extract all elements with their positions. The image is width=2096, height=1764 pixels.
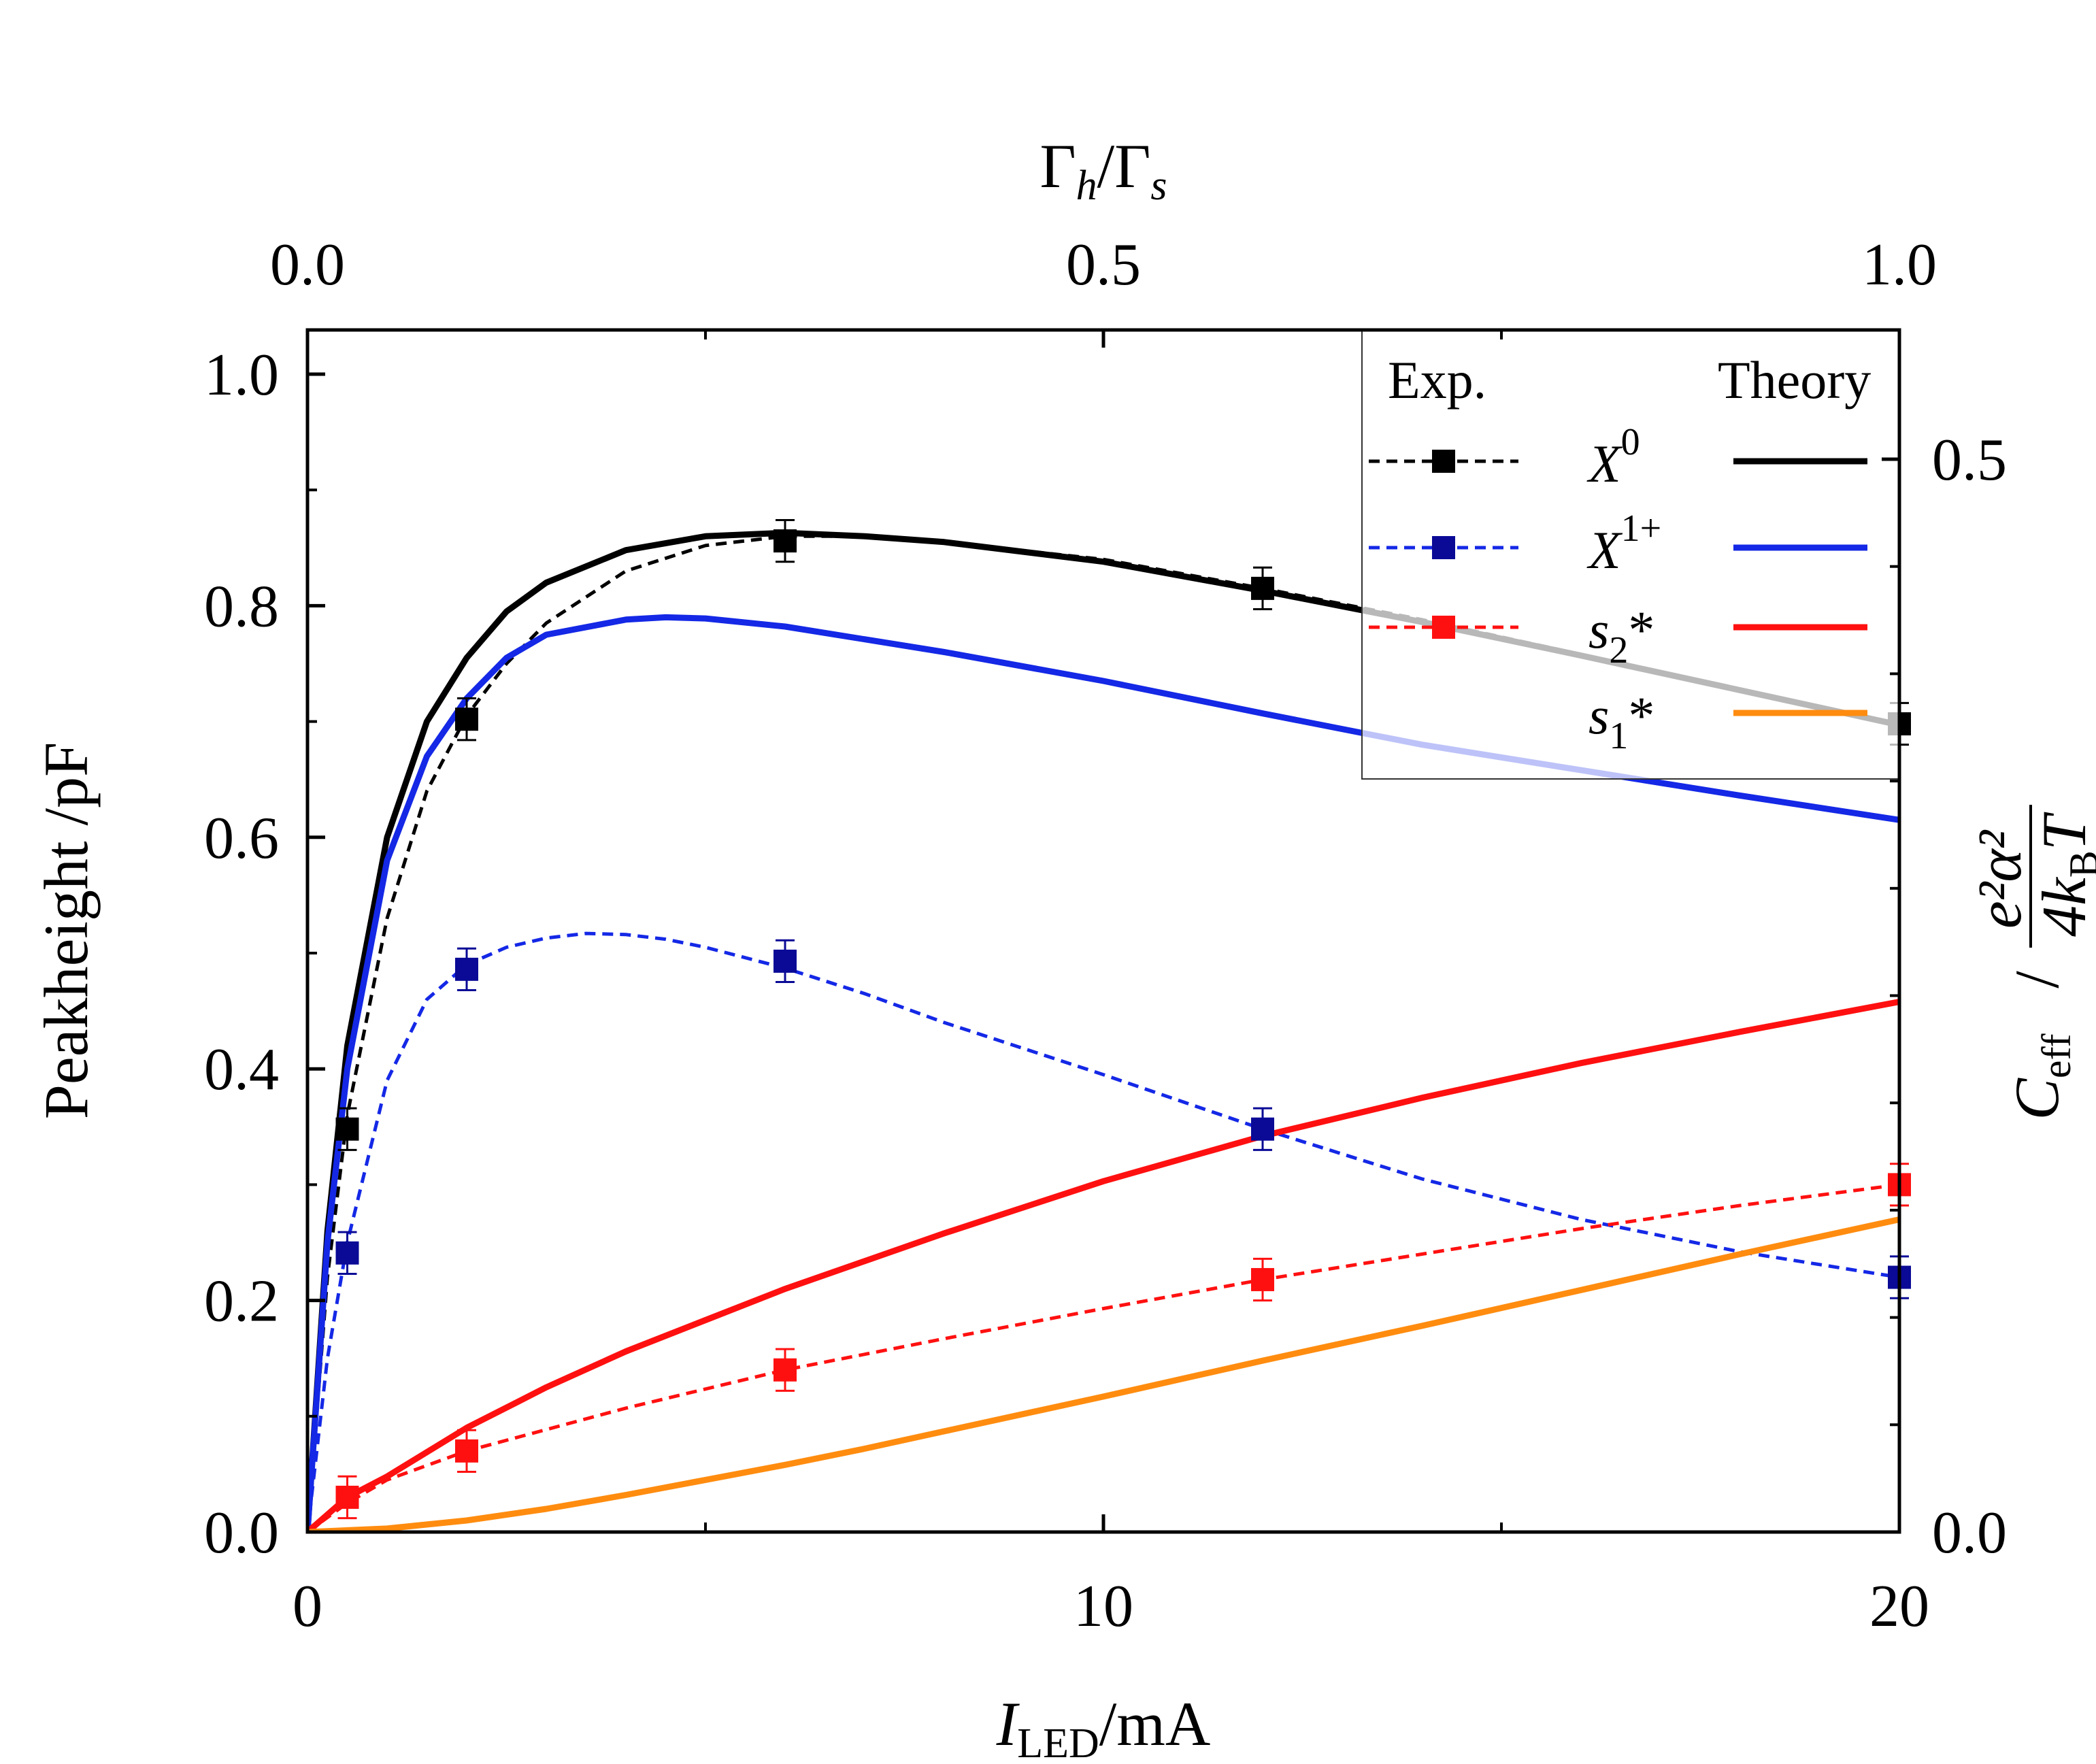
marker-square <box>335 1485 359 1509</box>
top-title-sub-h: h <box>1076 163 1097 209</box>
legend-exp-marker <box>1432 616 1455 639</box>
data-point-s2 <box>455 1429 478 1473</box>
data-point-x1 <box>1251 1107 1274 1151</box>
right-title-den-a: 4k <box>2029 876 2096 937</box>
x-axis-title-unit: /mA <box>1099 1689 1211 1759</box>
legend-label: X0 <box>1586 421 1640 493</box>
data-point-x0 <box>1251 566 1274 611</box>
marker-square <box>773 949 797 973</box>
exp-line-s2 <box>307 1182 1899 1532</box>
data-lines <box>307 529 1899 1532</box>
data-point-x1 <box>773 939 797 984</box>
top-title-gamma-h: Γ <box>1039 131 1076 201</box>
right-title-c-sub: eff <box>2034 1034 2079 1079</box>
legend-label-suffix: * <box>1628 686 1654 745</box>
legend-exp-marker <box>1432 536 1455 559</box>
data-point-x1 <box>335 1231 359 1275</box>
legend-label-sup: 0 <box>1621 421 1640 463</box>
data-point-x0 <box>773 518 797 563</box>
right-y-tick-label: 0.0 <box>1932 1500 2007 1566</box>
top-x-tick-label: 0.0 <box>270 232 345 298</box>
data-point-x0 <box>455 697 478 742</box>
legend-label-base: s <box>1588 686 1609 745</box>
x-tick-label: 10 <box>1074 1574 1133 1640</box>
top-title-sub-s: s <box>1150 163 1167 209</box>
legend-exp-marker <box>1432 450 1455 473</box>
right-title-den-b: T <box>2029 812 2096 850</box>
right-title-numerator: e²α² <box>1965 829 2034 929</box>
theory-line-s2 <box>307 999 1899 1532</box>
legend-label: s2* <box>1588 600 1654 671</box>
marker-square <box>455 957 478 981</box>
right-title-c: Ceff <box>2002 1034 2079 1120</box>
legend-item-x0: X0 <box>1369 421 1867 493</box>
marker-square <box>1251 576 1274 600</box>
right-y-tick-label: 0.5 <box>1932 427 2007 493</box>
top-title-slash: / <box>1097 131 1115 201</box>
marker-square <box>335 1241 359 1265</box>
data-point-s2 <box>773 1348 797 1392</box>
legend-label-sub: 1 <box>1609 715 1628 757</box>
y-tick-label: 0.6 <box>204 805 279 871</box>
y-axis-title: Peakheight /pF <box>31 742 101 1120</box>
legend-label-sup: 1+ <box>1621 507 1662 550</box>
y-tick-label: 0.4 <box>204 1037 279 1103</box>
top-x-axis-title: Γh/Γs <box>1039 131 1167 209</box>
y-tick-label: 0.2 <box>204 1269 279 1335</box>
marker-square <box>1251 1117 1274 1141</box>
top-x-tick-label: 0.5 <box>1066 232 1141 298</box>
y-tick-label: 0.0 <box>204 1500 279 1566</box>
legend-label-sub: 2 <box>1609 629 1628 671</box>
marker-square <box>1251 1267 1274 1291</box>
marker-square <box>455 708 478 731</box>
legend-label: s1* <box>1588 686 1654 757</box>
legend-label-base: X <box>1586 434 1623 493</box>
theory-line-s1 <box>307 1216 1899 1532</box>
right-title-denominator: 4kBT <box>2029 812 2096 937</box>
y-tick-label: 0.8 <box>204 573 279 639</box>
legend-header-exp: Exp. <box>1388 350 1486 410</box>
data-point-x0 <box>335 1107 359 1151</box>
data-point-s2 <box>1251 1257 1274 1302</box>
legend-item-s1: s1* <box>1588 686 1867 757</box>
axes: 0 10 200.0 0.5 1.00.00.20.40.60.81.00.00.5IL… <box>31 131 2096 1764</box>
x-axis-title: ILED/mA <box>996 1689 1211 1764</box>
marker-square <box>335 1117 359 1141</box>
legend-label-suffix: * <box>1628 600 1654 659</box>
x-tick-label: 0 <box>293 1574 322 1640</box>
right-y-axis-title: Ceff / e²α²4kBT <box>1965 805 2096 1120</box>
legend-label-base: X <box>1586 520 1623 580</box>
marker-square <box>773 1358 797 1382</box>
legend-item-x1: X1+ <box>1369 507 1867 580</box>
marker-square <box>455 1439 478 1463</box>
x-tick-label: 20 <box>1869 1574 1929 1640</box>
legend-item-s2: s2* <box>1369 600 1867 671</box>
data-point-s2 <box>335 1475 359 1520</box>
data-point-x1 <box>455 947 478 991</box>
top-x-tick-label: 1.0 <box>1862 232 1937 298</box>
marker-square <box>773 529 797 553</box>
legend-label: X1+ <box>1586 507 1661 580</box>
right-title-den-sub: B <box>2061 850 2096 878</box>
exp-line-x1 <box>307 931 1899 1532</box>
y-tick-label: 1.0 <box>204 342 279 408</box>
right-title-slash: / <box>2002 971 2072 988</box>
right-title-c-main: C <box>2002 1077 2072 1120</box>
legend-label-base: s <box>1588 600 1609 659</box>
top-title-gamma-s: Γ <box>1114 131 1150 201</box>
x-axis-title-sub: LED <box>1017 1720 1099 1764</box>
x-axis-title-main: I <box>996 1689 1020 1759</box>
legend-header-theory: Theory <box>1718 350 1871 410</box>
